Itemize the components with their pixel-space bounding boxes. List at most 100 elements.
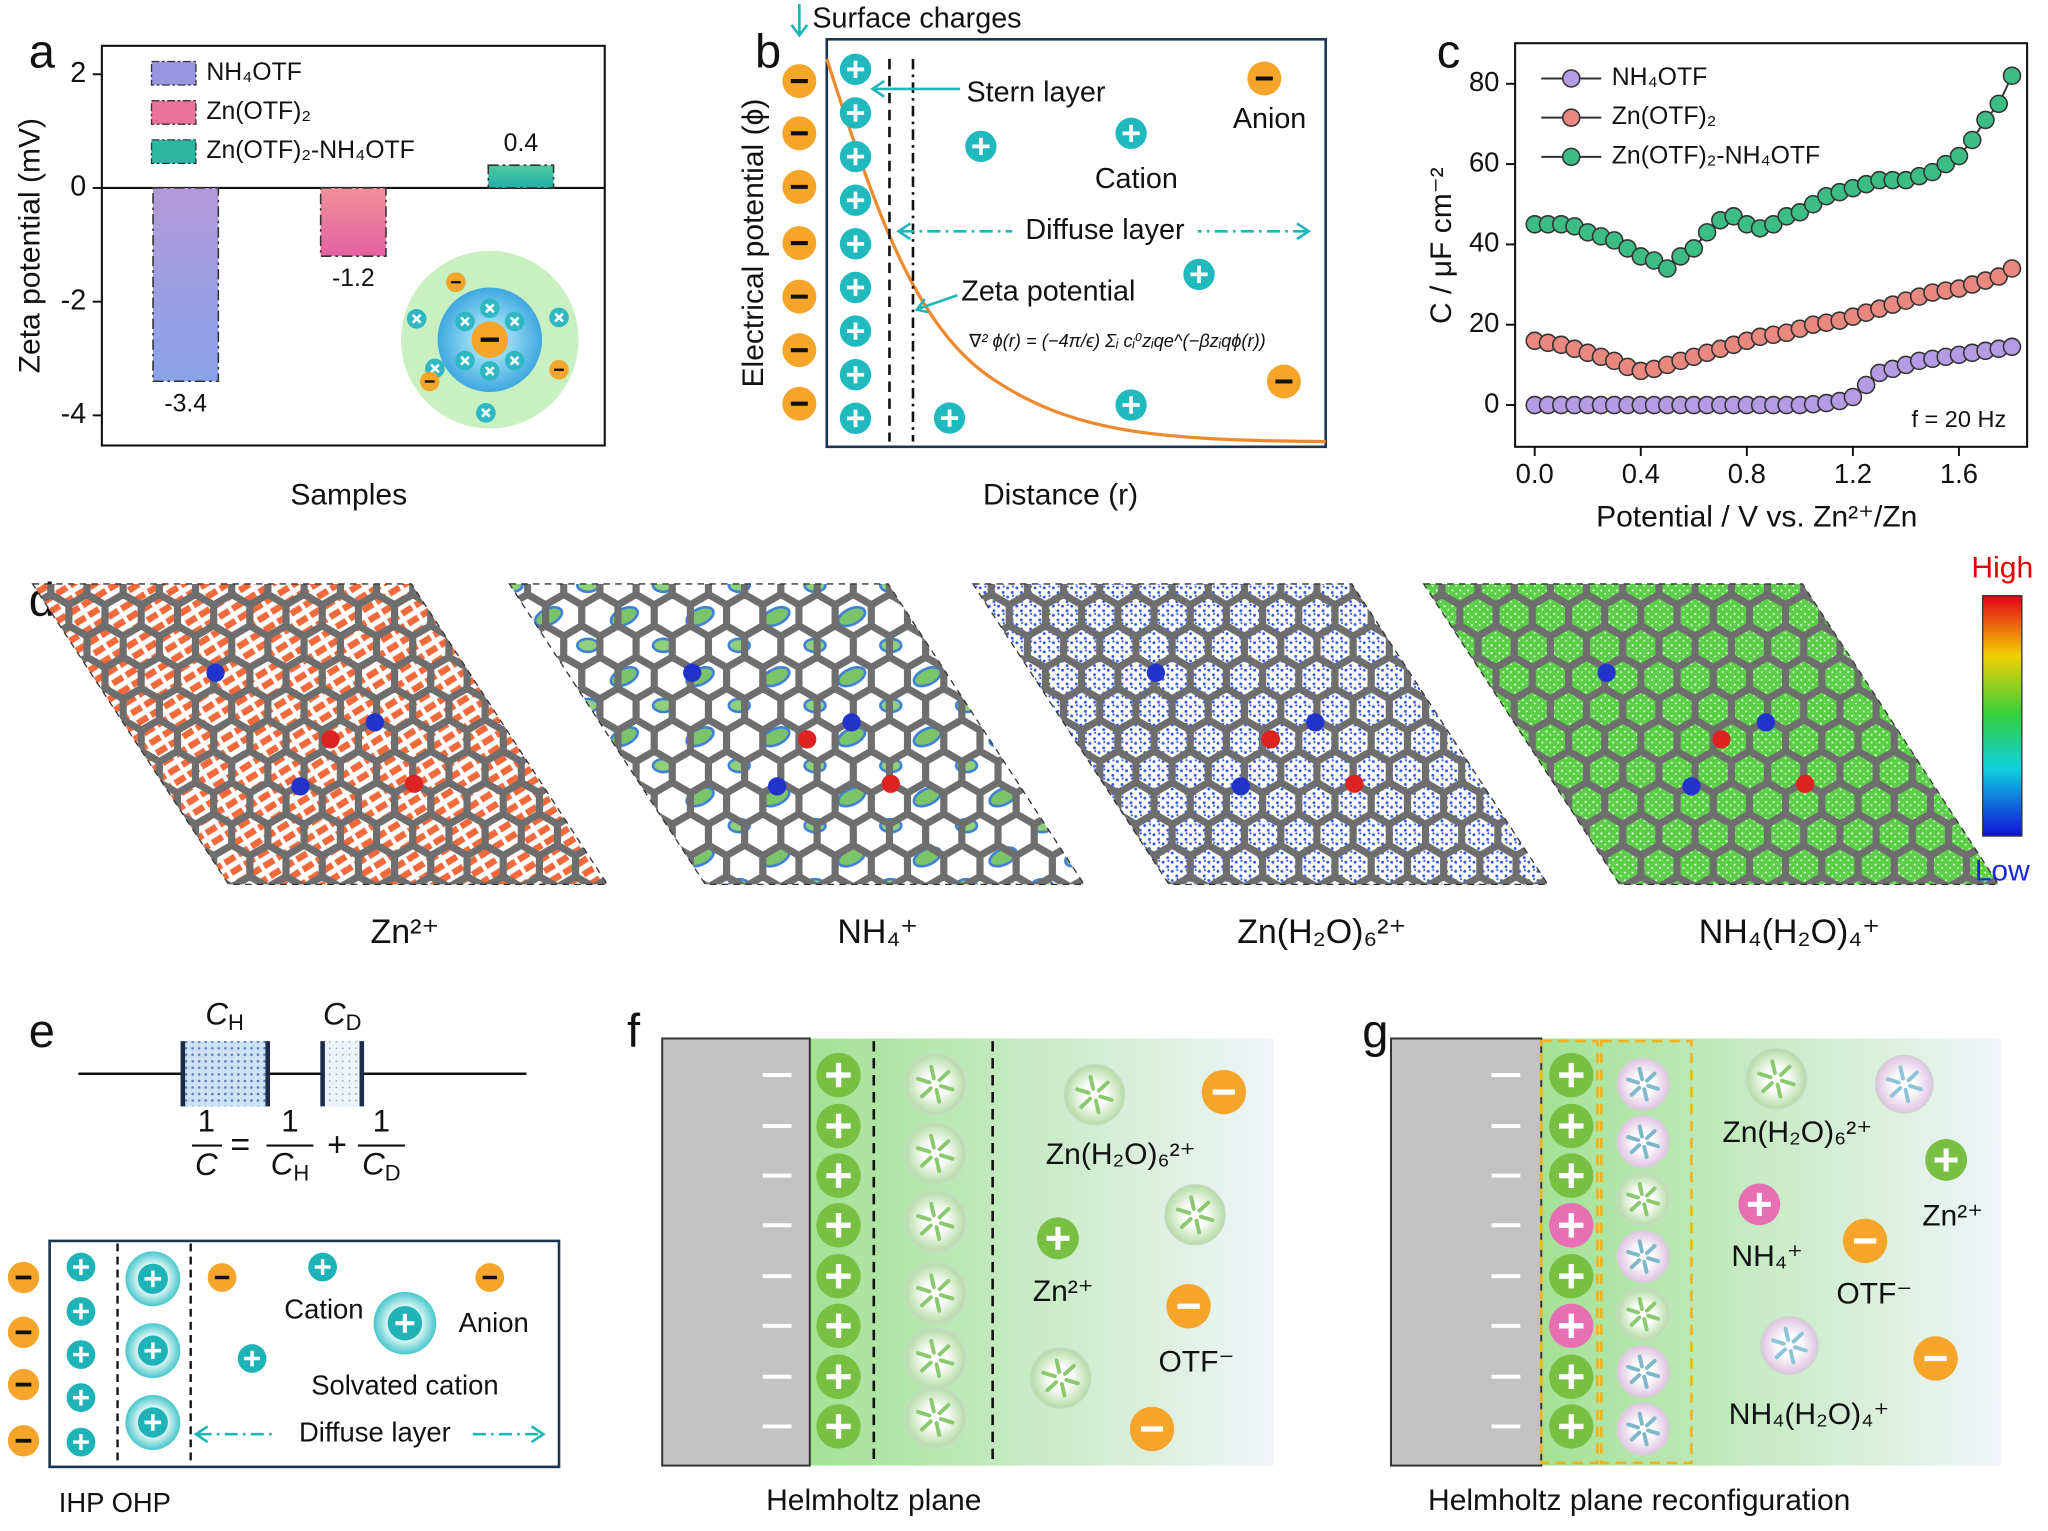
cation-icon (839, 359, 872, 391)
bar (487, 164, 555, 189)
numerator: 1 (198, 1104, 215, 1139)
icon-star (1626, 1124, 1661, 1159)
hydrated-ion (1760, 1316, 1819, 1375)
annotation: Zn(H₂O)₆²⁺ (1046, 1138, 1196, 1171)
nitrogen-atom (842, 713, 861, 732)
icon-sign (554, 312, 564, 323)
icon-sign (1934, 1148, 1958, 1172)
anion-icon (782, 116, 817, 151)
icon-star (916, 1201, 955, 1241)
nitrogen-atom (768, 777, 787, 796)
layer-box (48, 1239, 561, 1469)
icon-sign (846, 60, 865, 78)
legend-label: Zn(OTF)₂ (1612, 103, 1717, 130)
legend-label: NH₄OTF (1612, 64, 1708, 91)
annotation: OTF⁻ (1836, 1278, 1912, 1311)
cation-icon (455, 311, 475, 332)
icon-star (1885, 1065, 1923, 1103)
nitrogen-atom (1597, 663, 1616, 682)
y-axis-title: Zeta potential (mV) (13, 118, 46, 373)
cation-icon (1549, 1404, 1594, 1449)
data-point (1843, 387, 1863, 407)
map-label: Zn²⁺ (370, 913, 439, 951)
arrow (1296, 222, 1312, 241)
subscript: D (346, 1010, 362, 1035)
data-point (1604, 231, 1624, 250)
y-tick-label: 20 (1469, 307, 1499, 338)
cation-icon (1549, 1103, 1594, 1149)
icon-sign (144, 1342, 162, 1359)
cation-icon (66, 1340, 96, 1369)
icon-star (916, 1133, 955, 1173)
icon-sign (826, 1113, 851, 1139)
anion-icon (1201, 1069, 1247, 1115)
capacitor-label: CD (323, 997, 361, 1035)
map-label: NH₄(H₂O)₄⁺ (1699, 913, 1880, 951)
icon-body (1616, 1114, 1670, 1169)
icon-body (1745, 1048, 1808, 1110)
cation-icon (455, 350, 475, 371)
arrow (919, 294, 958, 310)
icon-sign (1559, 1414, 1584, 1439)
nitrogen-atom (1756, 713, 1776, 732)
data-label: 0.4 (504, 130, 539, 157)
cation-icon (1738, 1183, 1781, 1226)
anion-icon (471, 321, 509, 358)
capacitor-plates (180, 1041, 365, 1107)
anion-icon (782, 64, 817, 99)
data-point (2002, 66, 2022, 86)
anion-icon (207, 1263, 237, 1292)
cation-icon (933, 402, 966, 434)
annotation: NH₄(H₂O)₄⁺ (1729, 1398, 1889, 1431)
legend-marker (1561, 108, 1581, 127)
electrode (1390, 1037, 1543, 1467)
anion-icon (7, 1316, 40, 1349)
arrowheads (193, 1425, 546, 1444)
oxygen-atom (1795, 774, 1815, 793)
data-point (1658, 259, 1677, 278)
icon-sign (1559, 1313, 1584, 1339)
icon-body (1063, 1063, 1126, 1126)
anion-icon (1129, 1406, 1175, 1452)
data-point (2002, 337, 2022, 357)
cation-icon (816, 1153, 861, 1198)
cation-icon (1549, 1153, 1594, 1198)
icon-sign (826, 1414, 851, 1439)
cation-icon (816, 1052, 861, 1098)
cation-icon (1549, 1052, 1594, 1098)
nitrogen-atom (1146, 663, 1166, 682)
icon-sign (509, 355, 520, 366)
hydrated-ion (1616, 1344, 1670, 1399)
cation-icon (839, 140, 872, 173)
oxygen-atom (321, 730, 340, 749)
cation-icon (816, 1354, 861, 1399)
annotation: Diffuse layer (1025, 214, 1185, 246)
icon-sign (460, 316, 470, 327)
anion-icon (1166, 1284, 1211, 1329)
icon-star (1075, 1075, 1114, 1115)
hydrated-ion (1029, 1347, 1092, 1409)
anion-icon (782, 333, 817, 368)
cation-icon (504, 311, 525, 332)
cation-icon (839, 402, 872, 435)
icon-sign (1559, 1113, 1584, 1139)
icon-body (1616, 1229, 1670, 1284)
cation-icon (1037, 1217, 1079, 1260)
map-label: Zn(H₂O)₆²⁺ (1237, 913, 1406, 951)
y-tick-label: 0 (1484, 387, 1499, 418)
cation-icon (504, 350, 525, 371)
anion-icon (7, 1368, 40, 1401)
cation-icon (839, 271, 872, 304)
icon-body (1029, 1347, 1092, 1409)
cation-icon (66, 1252, 96, 1282)
panel-letter: f (627, 1004, 641, 1057)
hydrated-ion (904, 1190, 966, 1253)
cation-icon (816, 1203, 861, 1248)
y-axis-title: Electrical potential (ϕ) (737, 99, 770, 388)
icon-sign (826, 1213, 851, 1238)
y-tick-label: 2 (70, 57, 86, 89)
hydrated-ion (904, 1386, 966, 1448)
data-point (1790, 203, 1810, 222)
data-point (1936, 154, 1955, 174)
